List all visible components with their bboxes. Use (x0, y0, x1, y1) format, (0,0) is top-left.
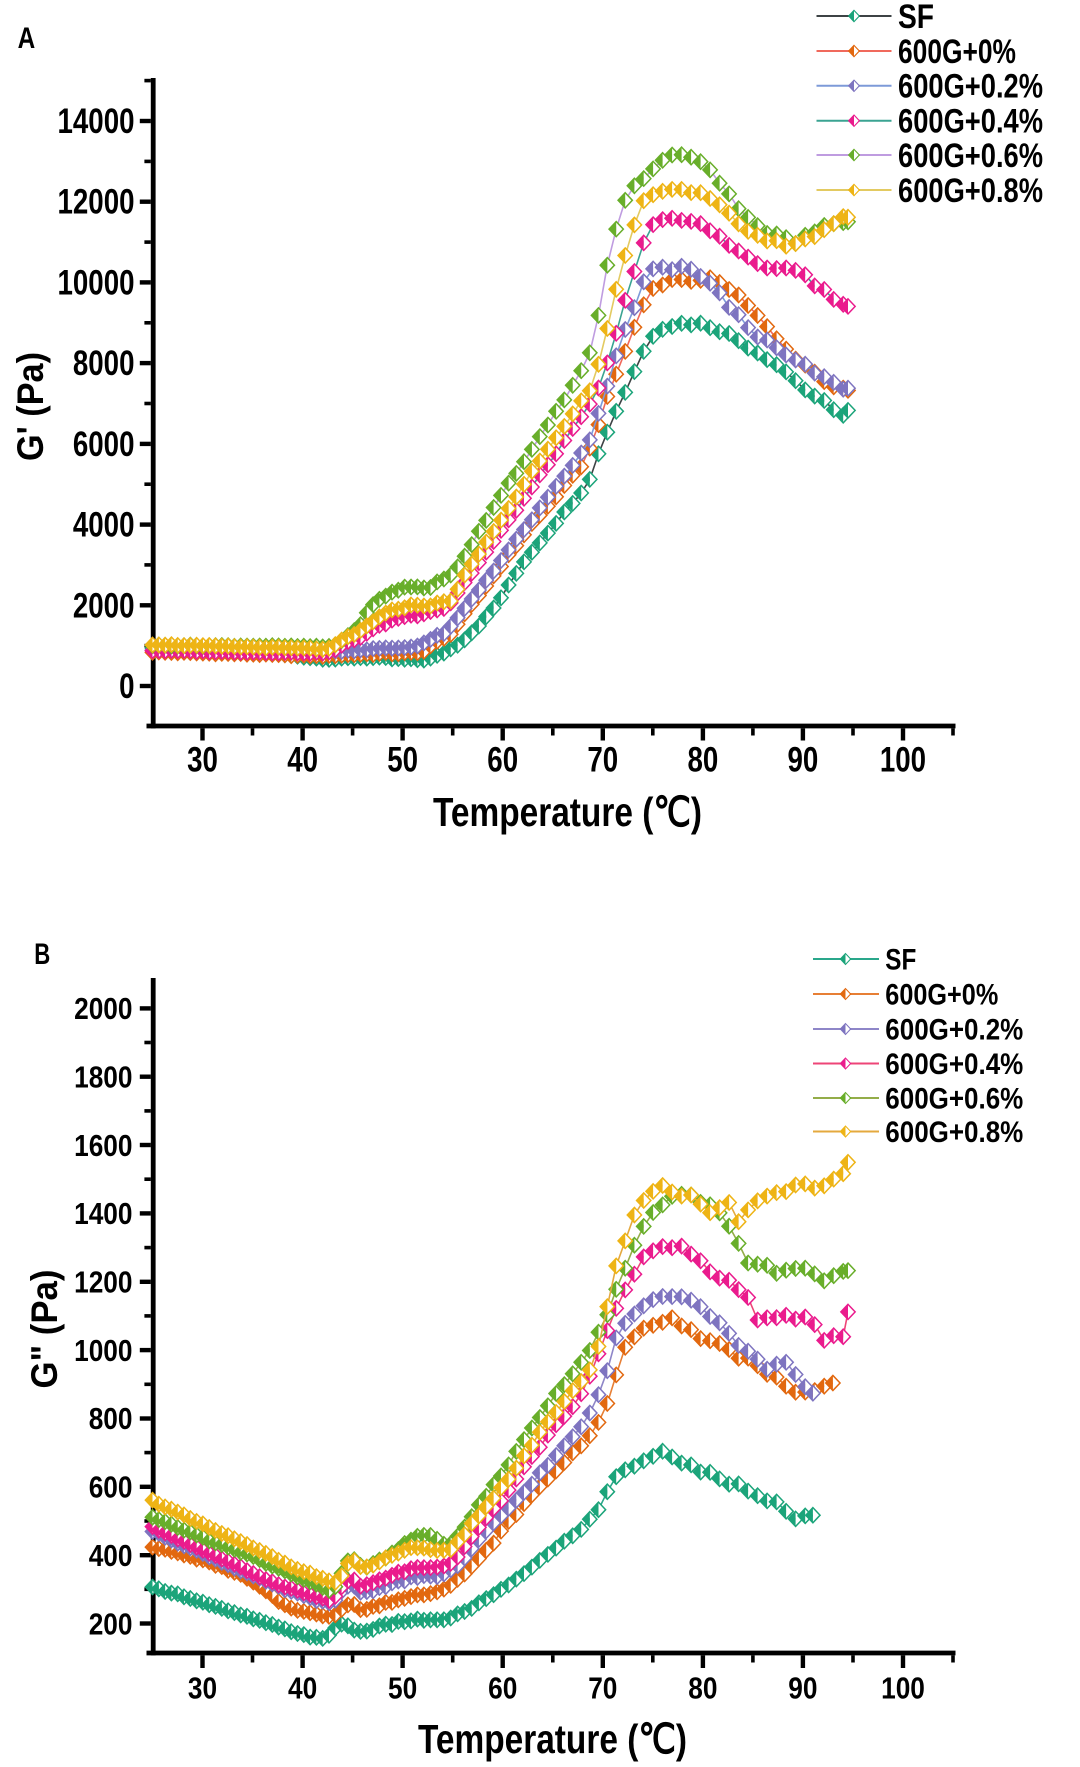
svg-text:50: 50 (387, 741, 418, 780)
svg-text:600G+0.2%: 600G+0.2% (898, 68, 1043, 106)
svg-text:6000: 6000 (73, 425, 135, 464)
svg-text:2000: 2000 (74, 991, 132, 1026)
svg-text:1000: 1000 (74, 1333, 132, 1368)
svg-text:80: 80 (688, 1671, 717, 1706)
svg-text:600G+0.4%: 600G+0.4% (898, 103, 1043, 141)
svg-text:SF: SF (885, 943, 916, 976)
svg-text:G' (Pa): G' (Pa) (10, 352, 51, 461)
svg-text:200: 200 (89, 1606, 133, 1641)
svg-text:80: 80 (688, 741, 719, 780)
svg-text:G" (Pa): G" (Pa) (24, 1270, 65, 1389)
svg-text:50: 50 (388, 1671, 417, 1706)
svg-text:1800: 1800 (74, 1060, 132, 1095)
svg-text:600G+0.8%: 600G+0.8% (898, 172, 1043, 210)
svg-text:400: 400 (89, 1538, 133, 1573)
svg-text:600G+0.2%: 600G+0.2% (885, 1013, 1023, 1046)
svg-text:100: 100 (881, 1671, 925, 1706)
svg-text:90: 90 (788, 1671, 817, 1706)
svg-text:800: 800 (89, 1401, 133, 1436)
svg-text:4000: 4000 (73, 506, 135, 545)
svg-text:2000: 2000 (73, 586, 135, 625)
svg-text:600G+0.8%: 600G+0.8% (885, 1116, 1023, 1149)
svg-text:600G+0.6%: 600G+0.6% (885, 1082, 1023, 1115)
svg-text:1400: 1400 (74, 1196, 132, 1231)
svg-text:10000: 10000 (58, 263, 135, 302)
svg-text:40: 40 (288, 1671, 317, 1706)
svg-text:60: 60 (487, 741, 518, 780)
svg-text:A: A (18, 22, 36, 55)
svg-text:12000: 12000 (58, 183, 135, 222)
svg-text:70: 70 (588, 1671, 617, 1706)
svg-text:600G+0%: 600G+0% (885, 978, 998, 1011)
svg-text:600G+0%: 600G+0% (898, 33, 1016, 71)
svg-text:100: 100 (880, 741, 926, 780)
svg-text:60: 60 (488, 1671, 517, 1706)
svg-text:70: 70 (587, 741, 618, 780)
svg-text:40: 40 (287, 741, 318, 780)
svg-text:8000: 8000 (73, 344, 135, 383)
svg-text:30: 30 (188, 1671, 217, 1706)
svg-text:0: 0 (119, 667, 134, 706)
svg-text:30: 30 (187, 741, 218, 780)
svg-text:1200: 1200 (74, 1265, 132, 1300)
svg-text:B: B (34, 938, 50, 971)
svg-text:SF: SF (898, 0, 934, 36)
svg-text:Temperature (℃): Temperature (℃) (433, 789, 702, 835)
svg-text:600G+0.6%: 600G+0.6% (898, 137, 1043, 175)
svg-text:Temperature (℃): Temperature (℃) (418, 1716, 687, 1762)
svg-text:600: 600 (89, 1470, 133, 1505)
svg-text:90: 90 (788, 741, 819, 780)
svg-text:14000: 14000 (58, 102, 135, 141)
svg-text:1600: 1600 (74, 1128, 132, 1163)
svg-text:600G+0.4%: 600G+0.4% (885, 1048, 1023, 1081)
